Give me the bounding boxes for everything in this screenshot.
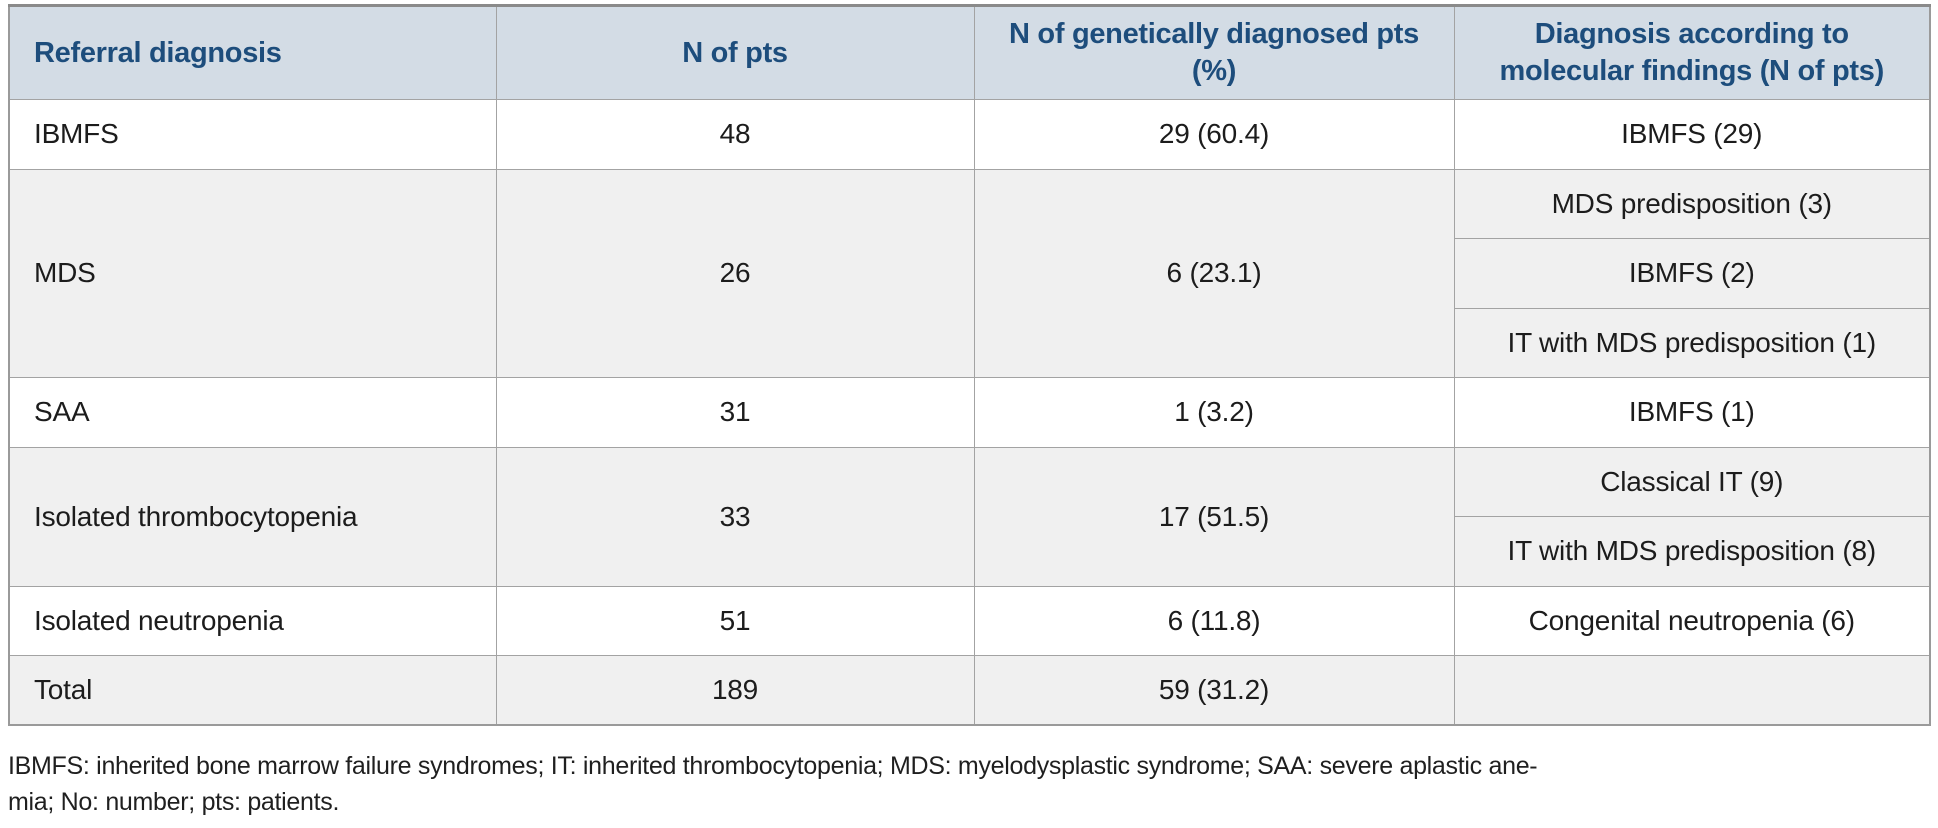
cell-n-of-pts: 33 [495,446,975,587]
cell-n-genetically-diagnosed: 6 (23.1) [973,168,1455,378]
table-header: Referral diagnosis N of pts N of genetical… [8,5,1931,100]
table-row: Isolated neutropenia 51 6 (11.8) Congenital… [8,585,1931,656]
diagnosis-table: Referral diagnosis N of pts N of genetical… [8,4,1931,726]
cell-n-of-pts: 48 [495,99,975,170]
cell-n-of-pts: 26 [495,168,975,378]
cell-referral-diagnosis: SAA [8,377,497,448]
column-header-line: (%) [1191,55,1237,87]
cell-n-genetically-diagnosed: 17 (51.5) [973,446,1455,587]
cell-referral-diagnosis: Isolated neutropenia [8,585,497,656]
column-header-line: Referral diagnosis [34,36,282,69]
cell-referral-diagnosis: IBMFS [8,99,497,170]
table-row: IT with MDS predisposition (1) [9,307,1931,378]
cell-referral-diagnosis: Isolated thrombocytopenia [8,446,497,587]
cell-molecular-finding: Congenital neutropenia (6) [1453,585,1931,656]
cell-n-genetically-diagnosed: 59 (31.2) [973,655,1455,726]
cell-referral-diagnosis: MDS [8,168,497,378]
column-header-referral-diagnosis: Referral diagnosis [8,5,497,100]
table-body: IBMFS 48 29 (60.4) IBMFS (29) MDS 26 6 (23.1) M… [8,99,1931,726]
footnote-line-1: IBMFS: inherited bone marrow failure syn… [8,752,1538,780]
cell-n-genetically-diagnosed: 6 (11.8) [973,585,1455,656]
cell-molecular-finding: Classical IT (9) [1453,446,1931,517]
referral-diagnosis-table-wrap: Referral diagnosis N of pts N of genetical… [8,4,1931,726]
cell-molecular-finding: IT with MDS predisposition (1) [1453,307,1931,378]
column-header-line: Diagnosis according to [1534,18,1849,50]
column-header-n-of-pts: N of pts [495,5,975,100]
cell-n-of-pts: 31 [495,377,975,448]
cell-referral-diagnosis: Total [8,655,497,726]
table-row: Total 189 59 (31.2) [8,655,1931,726]
cell-n-of-pts: 189 [495,655,975,726]
table-row: SAA 31 1 (3.2) IBMFS (1) [8,377,1931,448]
column-header-line: N of pts [682,36,788,69]
cell-n-genetically-diagnosed: 29 (60.4) [973,99,1455,170]
table-row: Isolated thrombocytopenia 33 17 (51.5) Clas… [8,446,1931,587]
table-row: MDS 26 6 (23.1) MDS predisposition (3) [8,168,1931,378]
table-row: IBMFS 48 29 (60.4) IBMFS (29) [8,99,1931,170]
table-row: IBMFS (2) [9,238,1931,309]
cell-molecular-finding [1453,655,1931,726]
column-header-line: N of genetically diagnosed pts [1009,18,1419,50]
cell-molecular-finding: MDS predisposition (3) [1453,168,1931,239]
cell-molecular-finding: IBMFS (29) [1453,99,1931,170]
cell-molecular-finding: IBMFS (2) [1453,238,1931,309]
cell-n-genetically-diagnosed: 1 (3.2) [973,377,1455,448]
cell-molecular-finding: IBMFS (1) [1453,377,1931,448]
table-footnote: IBMFS: inherited bone marrow failure syn… [8,748,1538,820]
footnote-line-2: mia; No: number; pts: patients. [8,788,340,816]
header-row: Referral diagnosis N of pts N of genetical… [8,5,1931,100]
column-header-n-genetically-diagnosed-pts: N of genetically diagnosed pts (%) [973,5,1455,100]
cell-molecular-finding: IT with MDS predisposition (8) [1453,516,1931,587]
column-header-molecular-findings: Diagnosis according to molecular findings… [1453,5,1931,100]
cell-n-of-pts: 51 [495,585,975,656]
column-header-line: molecular findings (N of pts) [1499,55,1885,87]
